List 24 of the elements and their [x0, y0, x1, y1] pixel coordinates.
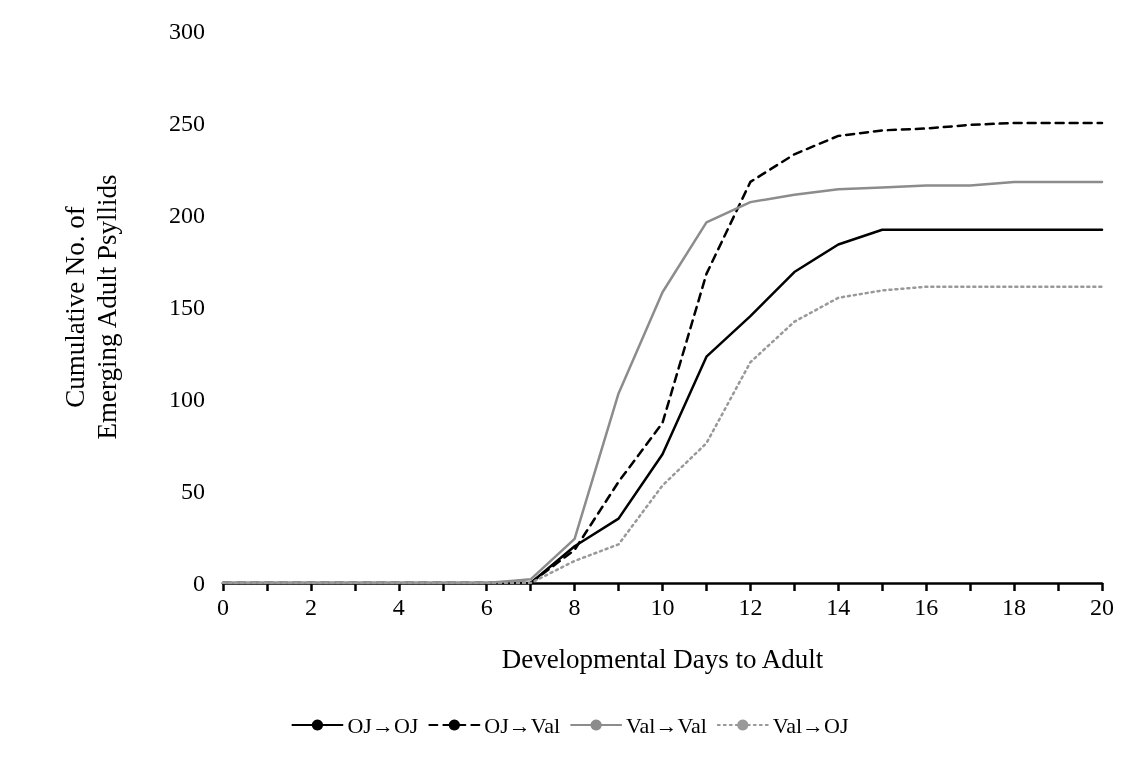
legend-label: Val→OJ: [772, 712, 849, 738]
y-tick-label: 0: [193, 570, 205, 596]
legend-label: Val→Val: [626, 712, 707, 738]
x-tick-label: 16: [914, 594, 939, 620]
x-tick-label: 12: [738, 594, 763, 620]
y-tick-label: 150: [169, 294, 205, 320]
x-tick-label: 20: [1090, 594, 1114, 620]
legend-label: OJ→OJ: [347, 712, 419, 738]
y-tick-label: 50: [181, 478, 205, 504]
x-tick-label: 8: [568, 594, 581, 620]
y-axis-title: Cumulative No. of Emerging Adult Psyllids: [60, 174, 122, 440]
x-tick-label: 0: [217, 594, 229, 620]
y-tick-label: 300: [169, 18, 205, 44]
x-tick-label: 2: [304, 594, 317, 620]
x-axis-title: Developmental Days to Adult: [501, 643, 824, 674]
y-tick-label: 200: [169, 202, 205, 228]
x-tick-label: 18: [1002, 594, 1027, 620]
legend-label: OJ→Val: [484, 712, 561, 738]
x-tick-label: 14: [826, 594, 851, 620]
x-tick-label: 4: [392, 594, 405, 620]
y-tick-label: 250: [169, 110, 205, 136]
y-tick-label: 100: [169, 386, 205, 412]
x-tick-label: 10: [650, 594, 675, 620]
x-tick-label: 6: [480, 594, 493, 620]
